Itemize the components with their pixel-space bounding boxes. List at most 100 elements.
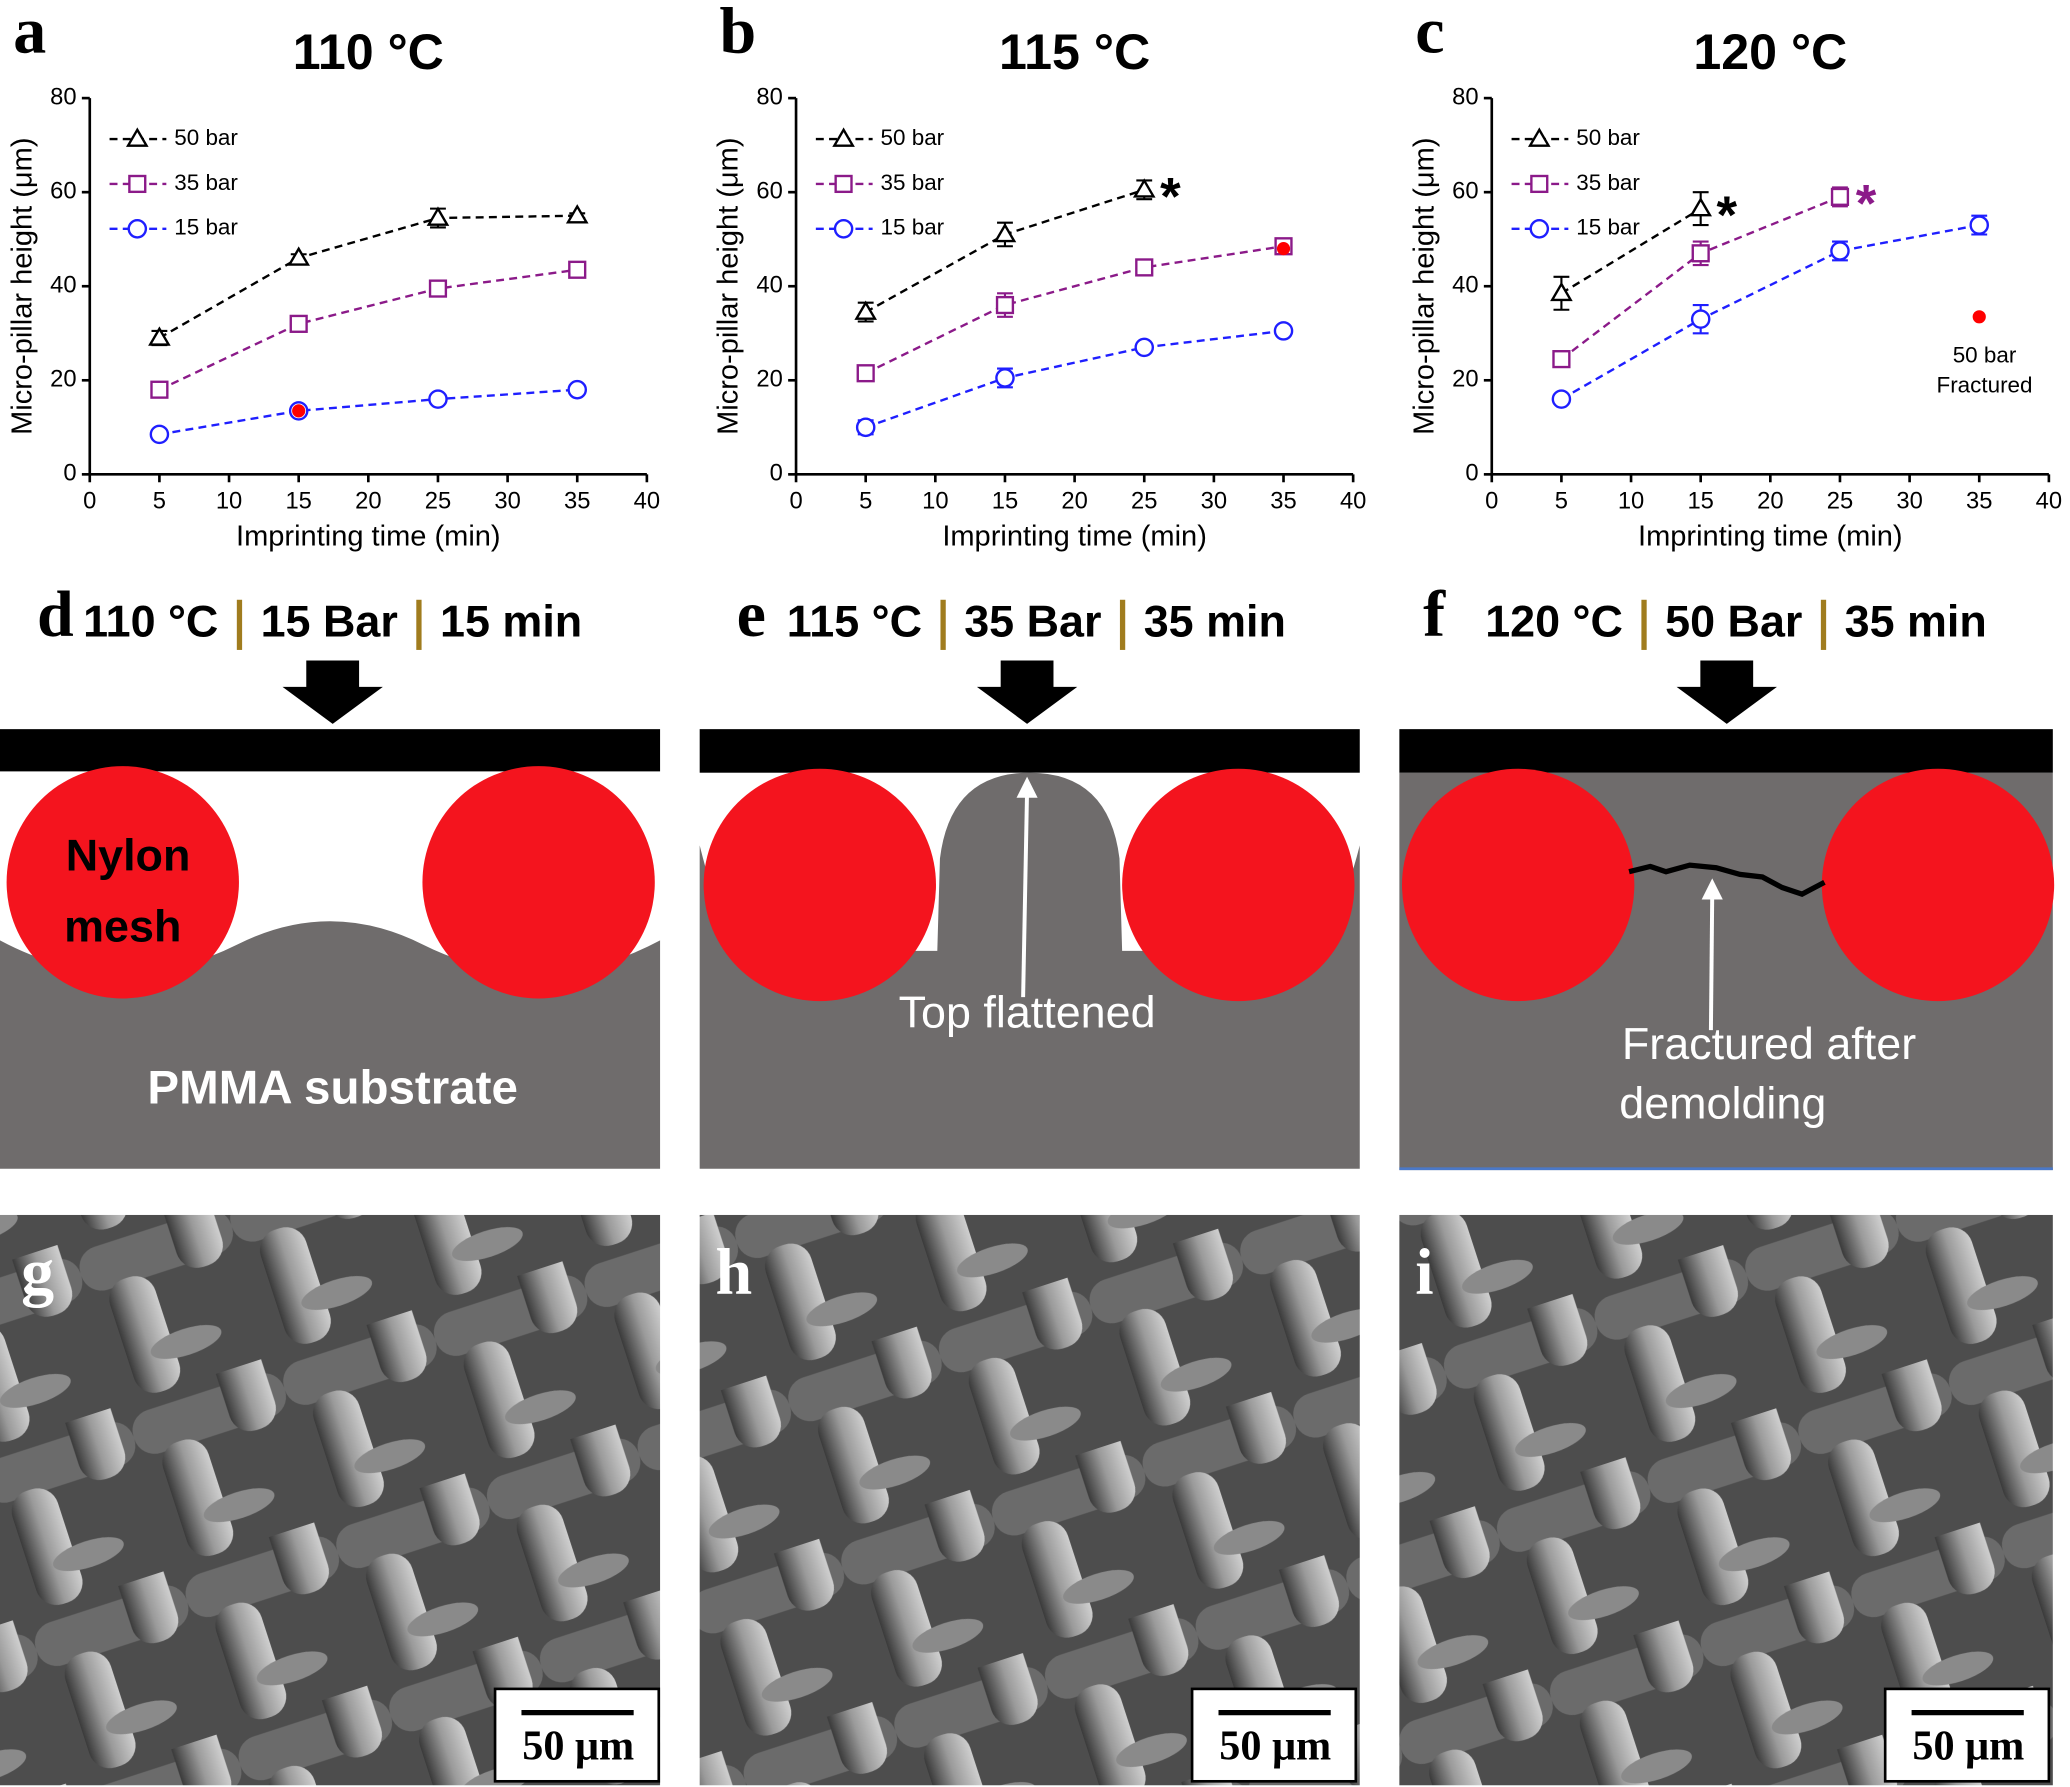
x-tick-label: 5: [859, 487, 872, 514]
y-axis-label: Micro-pillar height (μm): [713, 138, 745, 435]
separator: [940, 599, 946, 650]
marker: [1134, 337, 1155, 358]
chart-title: 110 °C: [293, 24, 444, 80]
x-tick-label: 15: [285, 487, 311, 514]
condition: 35 min: [1845, 596, 1987, 647]
legend-label: 15 bar: [1576, 215, 1640, 240]
y-tick-label: 0: [1465, 460, 1478, 487]
condition: 35 Bar: [964, 596, 1101, 647]
mold-plate: [699, 729, 1360, 773]
separator: [1641, 599, 1647, 650]
marker: [287, 246, 310, 266]
scale-box: [493, 1687, 661, 1783]
x-tick-label: 40: [2036, 487, 2062, 514]
micrograph-h: h 50 μm: [699, 1214, 1360, 1786]
marker: [567, 379, 588, 400]
y-tick-label: 20: [50, 366, 76, 393]
significance: *: [1160, 167, 1181, 226]
marker: [995, 368, 1015, 388]
nylon-fiber: [1122, 768, 1355, 1002]
panel-label: c: [1415, 0, 1444, 68]
condition: 35 min: [1144, 596, 1286, 647]
separator: [1820, 599, 1827, 650]
legend-label: 35 bar: [174, 170, 238, 195]
highlight-label: Fractured: [1937, 373, 2033, 398]
y-axis-label: Micro-pillar height (μm): [1408, 138, 1440, 435]
series-line: [1560, 207, 1702, 295]
micrograph-g: g 50 μm: [0, 1214, 661, 1786]
scale-label: 50 μm: [1912, 1722, 2024, 1769]
marker: [1132, 178, 1156, 198]
x-axis-label: Imprinting time (min): [1638, 520, 1903, 552]
diagram-text: PMMA substrate: [147, 1061, 518, 1114]
series-line: [1560, 223, 1980, 401]
x-tick-label: 25: [425, 487, 451, 514]
y-tick-label: 20: [756, 366, 782, 393]
x-tick-label: 5: [1555, 487, 1568, 514]
y-tick-label: 40: [756, 272, 782, 299]
y-tick-label: 60: [1452, 177, 1478, 204]
pointer-head: [1701, 878, 1723, 900]
scale-box: [1883, 1687, 2051, 1783]
condition: 110 °C: [83, 596, 218, 647]
x-tick-label: 10: [922, 487, 948, 514]
diagram-text: mesh: [64, 901, 181, 952]
x-tick-label: 35: [1270, 487, 1296, 514]
marker: [1273, 321, 1294, 341]
legend-label: 15 bar: [174, 215, 238, 240]
legend-marker: [1529, 219, 1550, 239]
pointer: [1708, 892, 1715, 1031]
diagram-text: Nylon: [66, 829, 191, 880]
diagram-text: Fractured after: [1622, 1018, 1916, 1069]
pointer: [1021, 789, 1030, 998]
marker: [856, 364, 875, 383]
press-arrow: [1676, 660, 1777, 724]
press-arrow: [976, 660, 1078, 724]
legend-label: 50 bar: [1576, 125, 1640, 150]
diagram-e: e Top flattened: [699, 578, 1360, 1169]
press-arrow: [282, 660, 383, 724]
panel-label: f: [1423, 578, 1446, 651]
marker: [1550, 281, 1573, 302]
legend-marker: [128, 174, 147, 194]
marker: [428, 389, 448, 409]
highlight-point: [292, 404, 306, 418]
nylon-fiber: [422, 766, 655, 999]
series-line: [159, 388, 578, 436]
y-tick-label: 60: [50, 177, 76, 204]
scale-box: [1190, 1687, 1358, 1783]
series-line: [158, 268, 578, 391]
x-tick-label: 10: [216, 487, 242, 514]
chart-title: 120 °C: [1693, 24, 1847, 80]
x-tick-label: 25: [1827, 487, 1853, 514]
panel-label: e: [737, 578, 766, 651]
diagram-d: d Nylon mesh PMMA substrate: [0, 578, 661, 1169]
y-axis-label: Micro-pillar height (μm): [6, 138, 38, 435]
legend-marker: [834, 174, 853, 194]
x-tick-label: 0: [789, 487, 802, 514]
nylon-fiber: [6, 766, 239, 999]
x-tick-label: 5: [153, 487, 166, 514]
legend-label: 35 bar: [881, 170, 945, 195]
x-tick-label: 35: [1966, 487, 1992, 514]
marker: [1830, 241, 1850, 261]
significance: *: [1717, 186, 1738, 245]
y-tick-label: 0: [770, 460, 783, 487]
panel-label: g: [21, 1235, 54, 1308]
x-tick-label: 30: [1896, 487, 1922, 514]
marker: [1691, 244, 1710, 263]
legend-marker: [1530, 174, 1549, 194]
marker: [426, 206, 450, 226]
panel-label: d: [37, 578, 74, 651]
nylon-fiber: [1402, 768, 1635, 1002]
marker: [289, 314, 308, 333]
separator: [416, 599, 422, 650]
x-tick-label: 15: [1687, 487, 1713, 514]
legend-marker: [125, 127, 149, 147]
x-axis-label: Imprinting time (min): [236, 520, 501, 552]
x-tick-label: 20: [1757, 487, 1783, 514]
legend-label: 15 bar: [881, 215, 945, 240]
y-tick-label: 40: [50, 272, 76, 299]
series-line: [865, 329, 1284, 429]
